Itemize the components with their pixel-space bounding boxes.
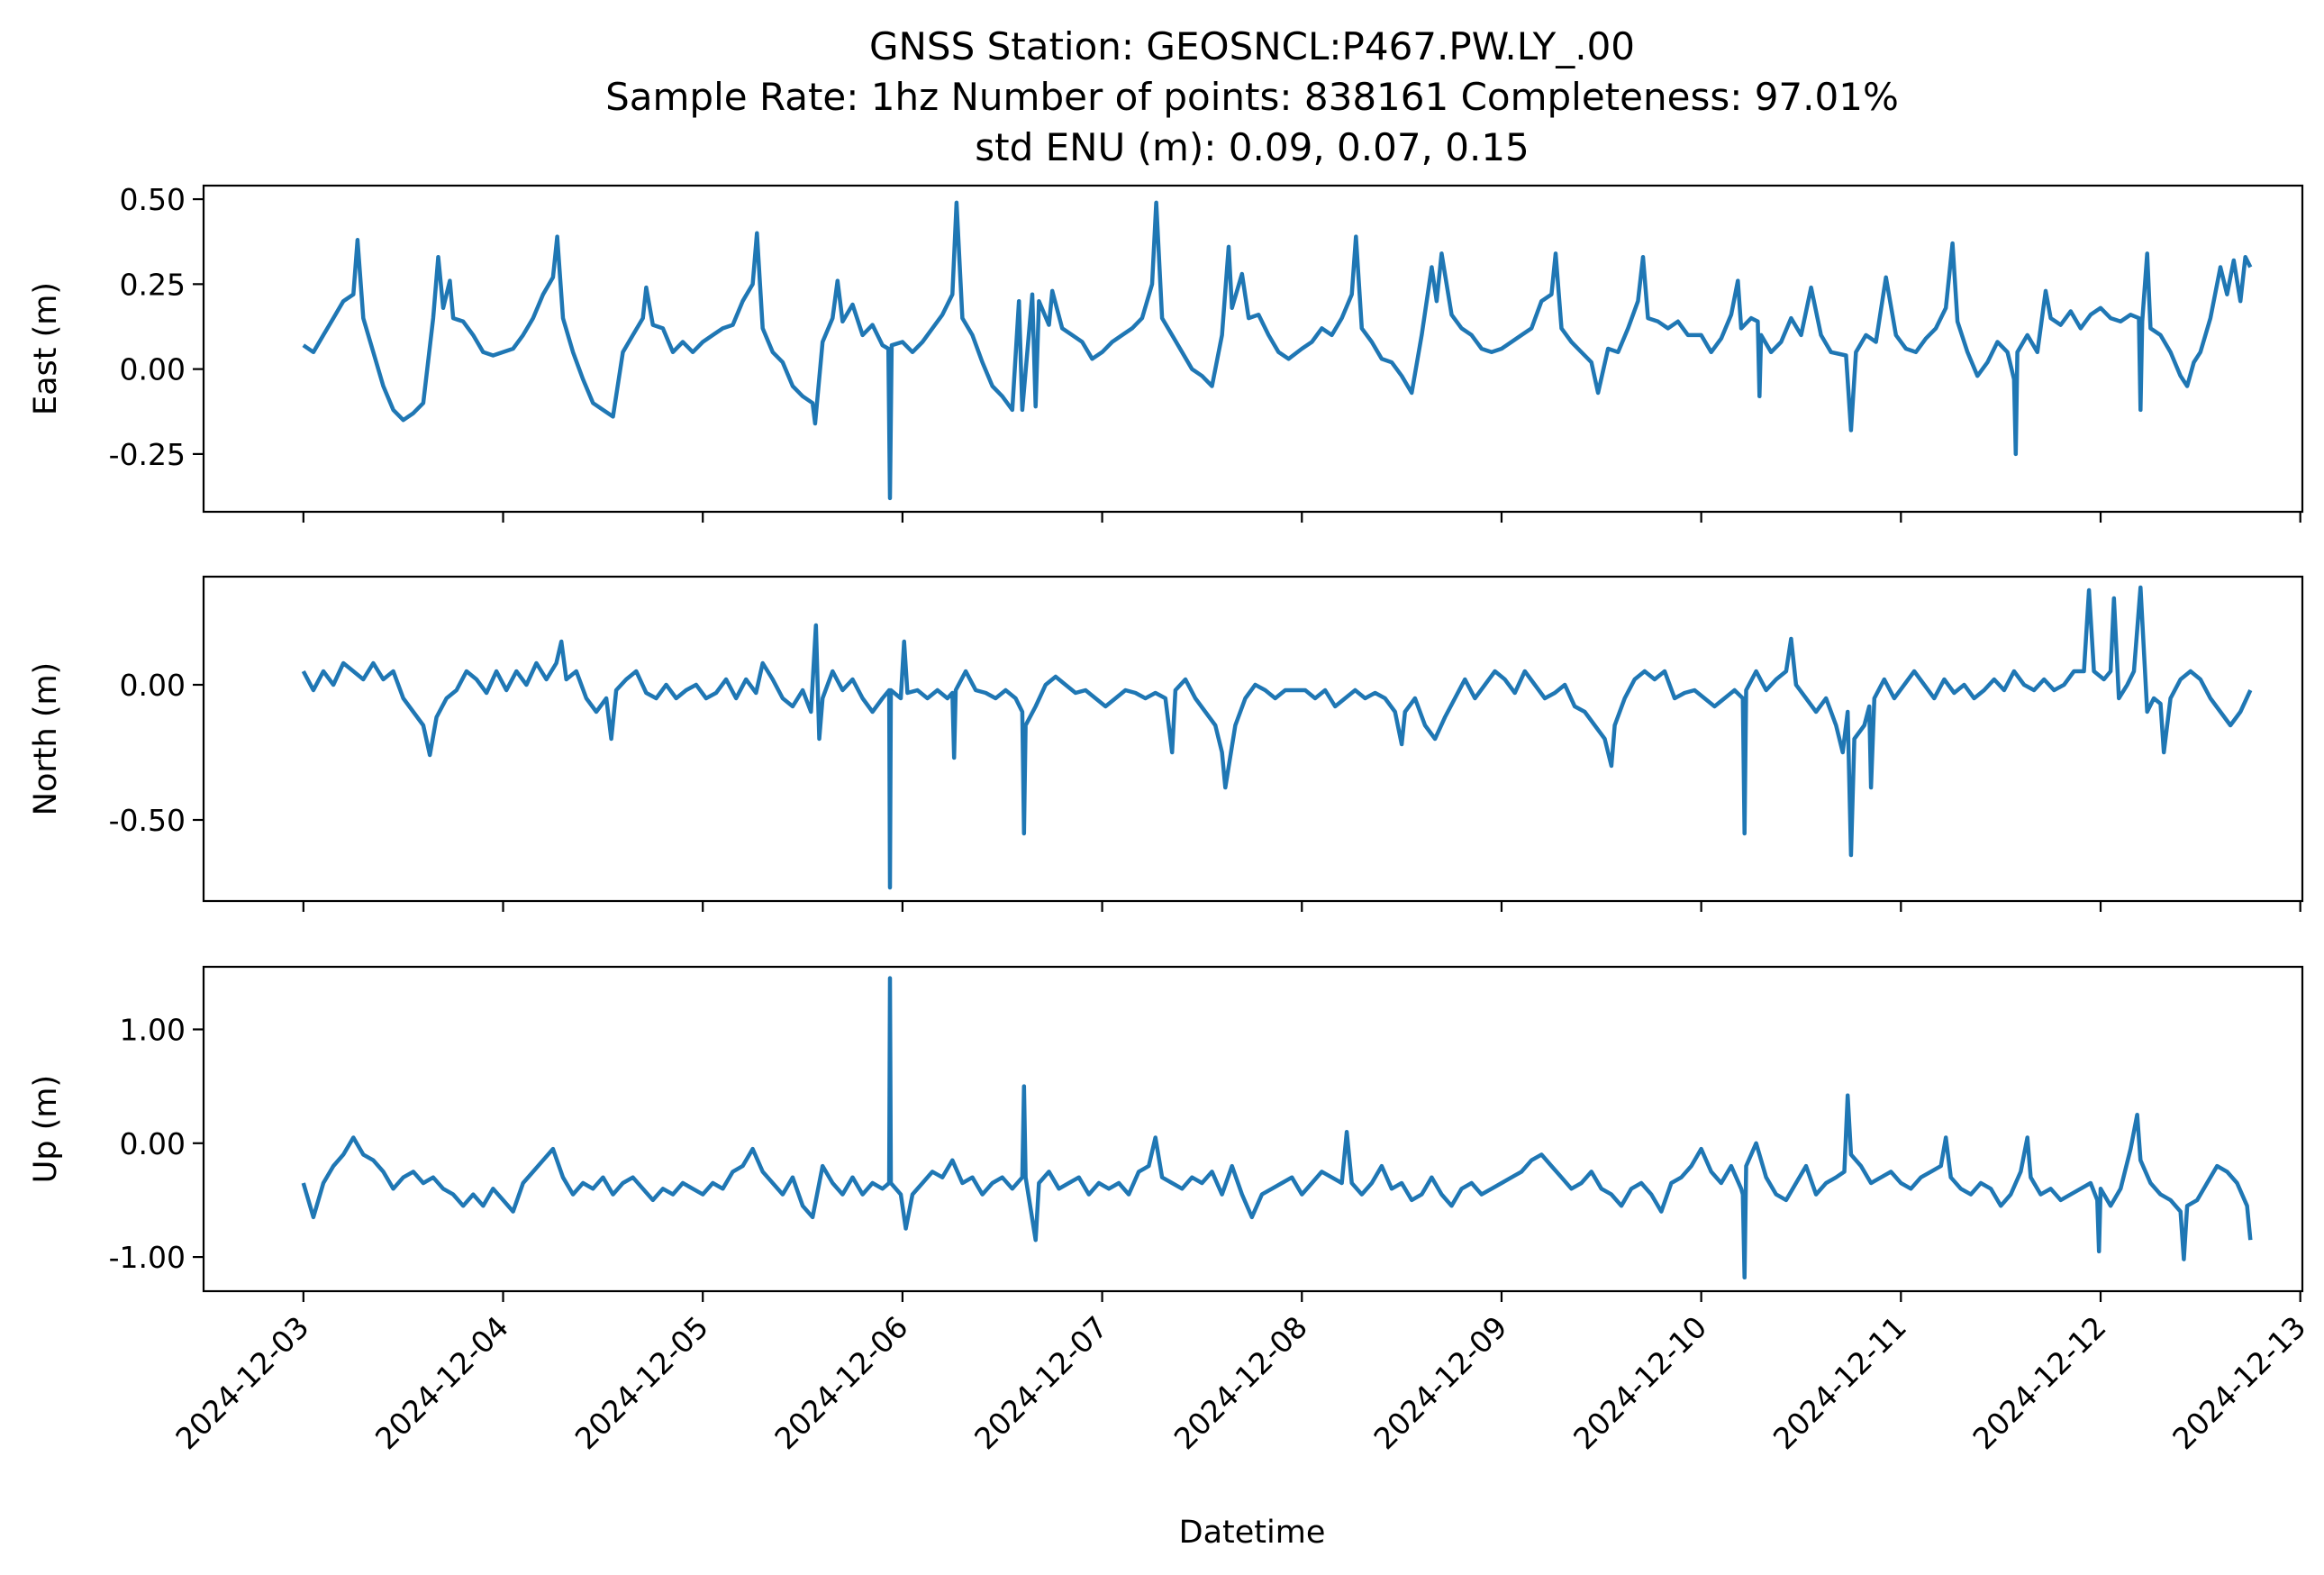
data-series-line	[302, 200, 2253, 501]
chart-title-line-3: std ENU (m): 0.09, 0.07, 0.15	[975, 125, 1530, 169]
data-series-line	[301, 585, 2253, 890]
y-tick-label: 0.00	[120, 668, 186, 703]
y-axis-label: East (m)	[28, 282, 64, 415]
chart-title-line-1: GNSS Station: GEOSNCL:P467.PW.LY_.00	[869, 24, 1635, 68]
plot-frame	[202, 184, 2304, 514]
y-tick-label: -0.25	[109, 437, 186, 472]
y-tick-label: 0.00	[120, 1126, 186, 1161]
y-axis-label: Up (m)	[28, 1075, 64, 1183]
up-panel: 1.00 0.00 -1.00 Up (m)	[28, 965, 2304, 1302]
y-axis-label: North (m)	[28, 662, 64, 815]
y-tick-label: 0.25	[120, 267, 186, 302]
y-tick-label: -0.50	[109, 803, 186, 838]
east-panel: 0.50 0.25 0.00 -0.25 East (m)	[28, 182, 2304, 523]
north-panel: 0.00 -0.50 North (m)	[28, 575, 2304, 912]
y-tick-label: 1.00	[120, 1012, 186, 1047]
y-tick-label: 0.50	[120, 182, 186, 217]
plot-frame	[202, 575, 2304, 903]
x-axis-label: Datetime	[1179, 1515, 1326, 1551]
chart-title-line-2: Sample Rate: 1hz Number of points: 83816…	[605, 75, 1899, 119]
y-tick-label: -1.00	[109, 1240, 186, 1275]
y-tick-label: 0.00	[120, 352, 186, 387]
data-series-line	[301, 976, 2253, 1280]
plot-frame	[202, 965, 2304, 1293]
